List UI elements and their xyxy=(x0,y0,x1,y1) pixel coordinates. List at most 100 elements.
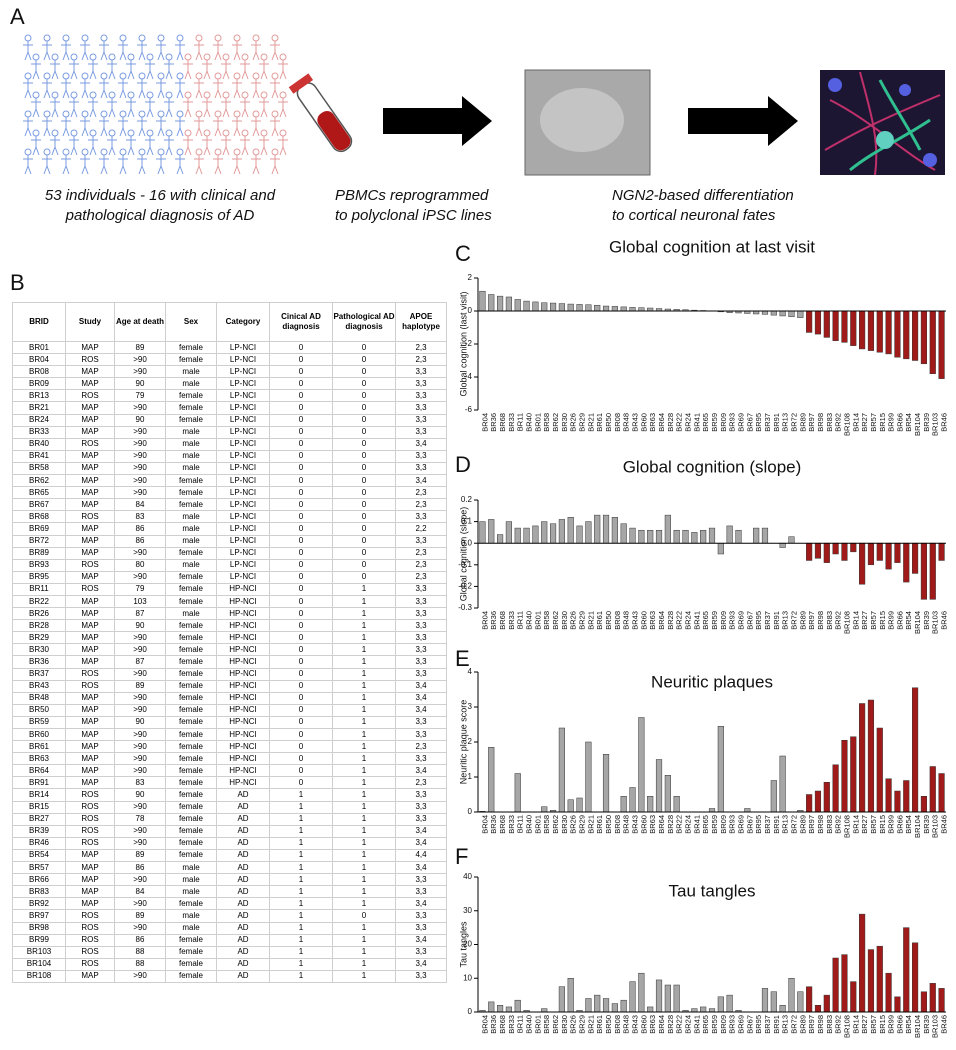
cell: female xyxy=(165,594,217,609)
cell: 0 xyxy=(332,377,396,391)
person-icon xyxy=(145,53,155,80)
y-axis-label: Global cognition (slope) xyxy=(458,507,468,602)
cell: female xyxy=(165,691,217,705)
row: BR68 ROS 83 male LP-NCI 0 0 3,3 xyxy=(12,510,447,524)
x-tick-label: BR27 xyxy=(860,1015,869,1034)
cell: 0 xyxy=(269,558,333,572)
bar xyxy=(558,986,565,1013)
bar xyxy=(876,542,883,561)
cell: 80 xyxy=(114,558,166,572)
bar xyxy=(903,310,910,360)
person-head xyxy=(233,34,241,42)
person-body xyxy=(156,155,166,175)
cell: 1 xyxy=(332,873,396,887)
cell: 0 xyxy=(332,546,396,560)
x-tick-label: BR91 xyxy=(772,413,781,432)
cell: 3,4 xyxy=(395,897,447,911)
cell: 89 xyxy=(114,909,166,923)
person-head xyxy=(127,53,135,61)
cell: BR65 xyxy=(12,486,66,500)
cell: >90 xyxy=(114,691,166,705)
cell: 0 xyxy=(332,534,396,548)
cell: 1 xyxy=(332,945,396,959)
person-head xyxy=(241,129,249,137)
bar xyxy=(717,726,724,813)
x-tick-label: BR95 xyxy=(754,413,763,432)
y-tick-label: 0 xyxy=(468,807,473,816)
y-tick-label: 3 xyxy=(468,702,473,711)
person-head xyxy=(176,110,184,118)
cell: 3,3 xyxy=(395,510,447,524)
person-body xyxy=(42,79,52,99)
person-body xyxy=(251,41,261,61)
person-icon xyxy=(23,110,33,137)
person-head xyxy=(271,110,279,118)
bar xyxy=(779,542,786,548)
person-head xyxy=(32,129,40,137)
row: BR08 MAP >90 male LP-NCI 0 0 3,3 xyxy=(12,365,447,379)
person-icon xyxy=(202,91,212,118)
bar xyxy=(920,796,928,813)
bar xyxy=(832,957,839,1013)
x-tick-label: BR36 xyxy=(489,815,498,834)
cell: >90 xyxy=(114,740,166,754)
person-head xyxy=(119,110,127,118)
y-tick-label: 40 xyxy=(463,872,472,881)
cell: female xyxy=(165,752,217,766)
cell: 79 xyxy=(114,582,166,596)
x-tick-label: BR89 xyxy=(798,413,807,432)
person-head xyxy=(233,148,241,156)
x-tick-label: BR01 xyxy=(533,815,542,834)
cell: 1 xyxy=(332,969,396,983)
person-body xyxy=(202,98,212,118)
cell: BR11 xyxy=(12,582,66,596)
cell: 83 xyxy=(114,776,166,790)
person-body xyxy=(23,41,33,61)
row: BR28 MAP 90 female HP-NCI 0 1 3,3 xyxy=(12,619,447,633)
cell: 0 xyxy=(332,909,396,923)
person-icon xyxy=(221,53,231,80)
person-body xyxy=(80,117,90,137)
person-head xyxy=(222,53,230,61)
cell: HP-NCI xyxy=(216,667,270,681)
cell: MAP xyxy=(65,546,115,560)
cell: female xyxy=(165,764,217,778)
person-body xyxy=(156,41,166,61)
person-head xyxy=(62,34,70,42)
cell: 1 xyxy=(332,800,396,814)
bar xyxy=(514,773,521,813)
cell: 0 xyxy=(332,522,396,536)
bar xyxy=(655,759,663,813)
cell: LP-NCI xyxy=(216,340,270,355)
bar xyxy=(585,741,592,813)
cell: BR39 xyxy=(12,824,66,838)
person-head xyxy=(100,72,108,80)
person-icon xyxy=(175,72,185,99)
x-tick-label: BR04 xyxy=(480,413,489,432)
x-tick-label: BR13 xyxy=(781,413,790,432)
cell: 0 xyxy=(269,474,333,488)
person-body xyxy=(42,41,52,61)
bar xyxy=(647,529,654,544)
cell: female xyxy=(165,848,217,863)
x-tick-label: BR21 xyxy=(586,815,595,834)
cell: 1 xyxy=(332,727,396,742)
person-head xyxy=(157,72,165,80)
row: BR46 ROS >90 female AD 1 1 3,4 xyxy=(12,836,447,850)
bar xyxy=(797,310,804,318)
bar xyxy=(788,978,795,1013)
cell: LP-NCI xyxy=(216,534,270,548)
person-icon xyxy=(232,148,242,175)
cell: AD xyxy=(216,873,270,887)
cell: 0 xyxy=(332,401,396,415)
cell: 86 xyxy=(114,534,166,548)
bar xyxy=(682,529,689,544)
bar xyxy=(488,1001,495,1013)
cell: MAP xyxy=(65,401,115,415)
cell: 3,3 xyxy=(395,812,447,826)
blood-tube xyxy=(288,73,353,153)
x-tick-label: BR98 xyxy=(816,815,825,834)
cell: 1 xyxy=(269,848,333,863)
bar xyxy=(885,778,892,813)
person-head xyxy=(89,91,97,99)
